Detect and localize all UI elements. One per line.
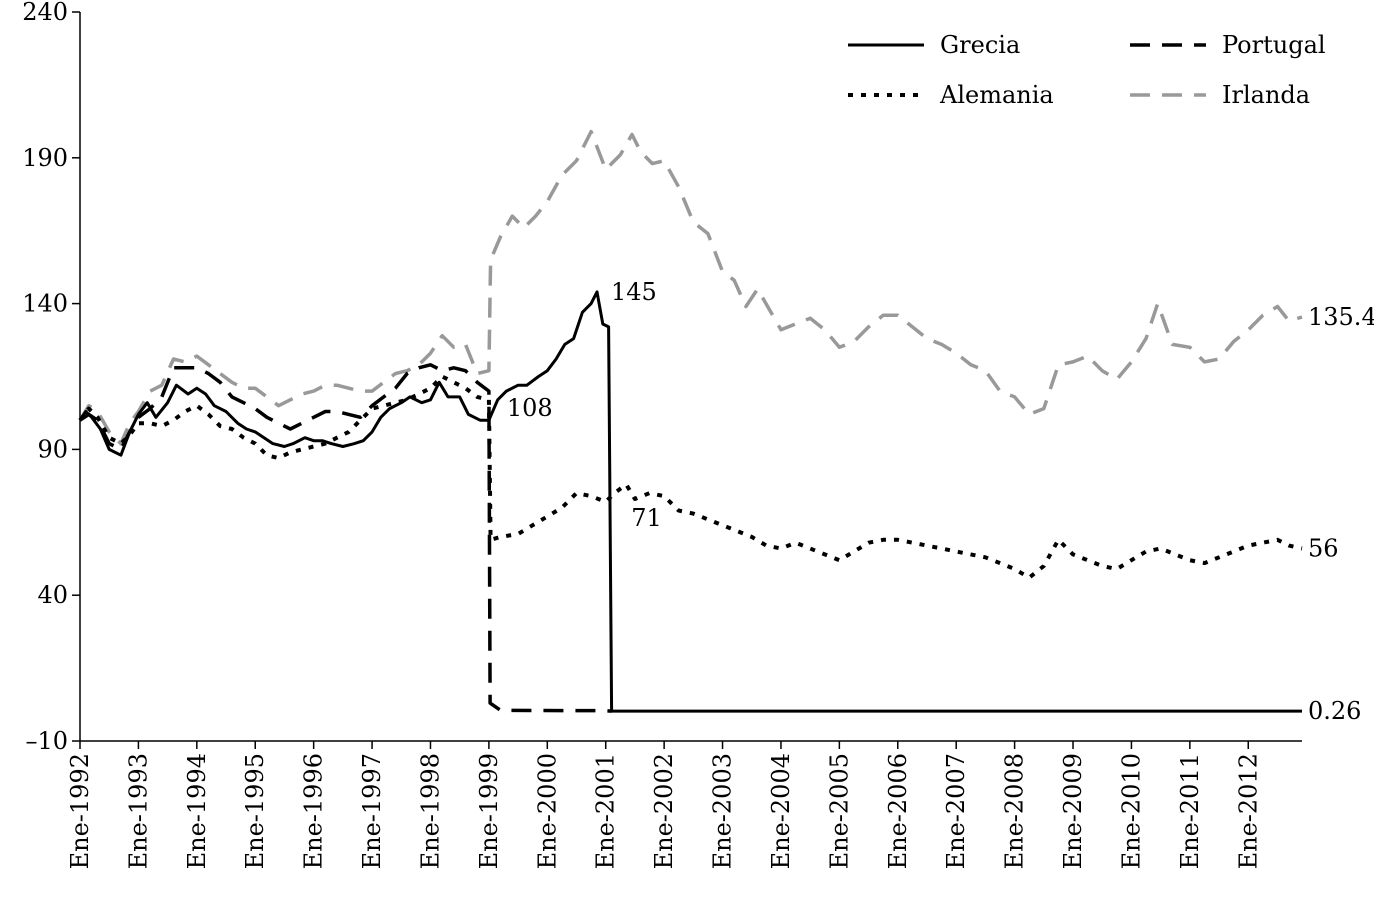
data-label: 0.26 bbox=[1308, 697, 1361, 725]
y-tick-label: 40 bbox=[37, 581, 68, 609]
data-label: 135.4 bbox=[1308, 303, 1374, 331]
data-label: 56 bbox=[1308, 535, 1339, 563]
legend-label-irlanda: Irlanda bbox=[1222, 81, 1310, 109]
x-tick-label: Ene-1996 bbox=[300, 753, 328, 869]
x-tick-label: Ene-1992 bbox=[66, 753, 94, 869]
x-tick-label: Ene-2000 bbox=[533, 753, 561, 869]
x-tick-label: Ene-2001 bbox=[592, 753, 620, 869]
series-line-alemania bbox=[78, 374, 1303, 580]
x-tick-label: Ene-1993 bbox=[124, 753, 152, 869]
x-tick-label: Ene-2002 bbox=[650, 753, 678, 869]
x-tick-label: Ene-2008 bbox=[1001, 753, 1029, 869]
x-tick-label: Ene-2007 bbox=[942, 753, 970, 869]
x-tick-label: Ene-2004 bbox=[767, 753, 795, 869]
series-layer bbox=[78, 129, 1303, 713]
legend-label-grecia: Grecia bbox=[940, 31, 1020, 59]
y-tick-label: 240 bbox=[22, 0, 68, 26]
x-tick-label: Ene-2010 bbox=[1117, 753, 1145, 869]
x-tick-label: Ene-1997 bbox=[358, 753, 386, 869]
x-tick-label: Ene-1998 bbox=[416, 753, 444, 869]
data-label: 108 bbox=[507, 394, 553, 422]
annotation-layer: 145 108 71 135.4 56 0.26 bbox=[507, 278, 1374, 725]
y-tick-label: 140 bbox=[22, 290, 68, 318]
data-label: 145 bbox=[611, 278, 657, 306]
x-tick-label: Ene-2009 bbox=[1059, 753, 1087, 869]
y-tick-label: 90 bbox=[37, 435, 68, 463]
x-tick-label: Ene-1994 bbox=[183, 753, 211, 869]
data-label: 71 bbox=[631, 504, 662, 532]
x-tick-label: Ene-2012 bbox=[1234, 753, 1262, 869]
y-tick-label: –10 bbox=[25, 727, 68, 755]
series-line-irlanda bbox=[78, 129, 1303, 446]
x-tick-label: Ene-1999 bbox=[475, 753, 503, 869]
legend-label-portugal: Portugal bbox=[1222, 31, 1326, 59]
x-tick-label: Ene-2005 bbox=[825, 753, 853, 869]
series-line-portugal bbox=[79, 363, 612, 713]
legend: Grecia Portugal Alemania Irlanda bbox=[848, 31, 1326, 109]
legend-label-alemania: Alemania bbox=[939, 81, 1054, 109]
x-tick-label: Ene-2011 bbox=[1176, 753, 1204, 869]
y-tick-label: 190 bbox=[22, 144, 68, 172]
x-tick-label: Ene-2003 bbox=[709, 753, 737, 869]
x-tick-label: Ene-2006 bbox=[884, 753, 912, 869]
x-tick-label: Ene-1995 bbox=[241, 753, 269, 869]
series-line-grecia bbox=[78, 290, 1302, 713]
